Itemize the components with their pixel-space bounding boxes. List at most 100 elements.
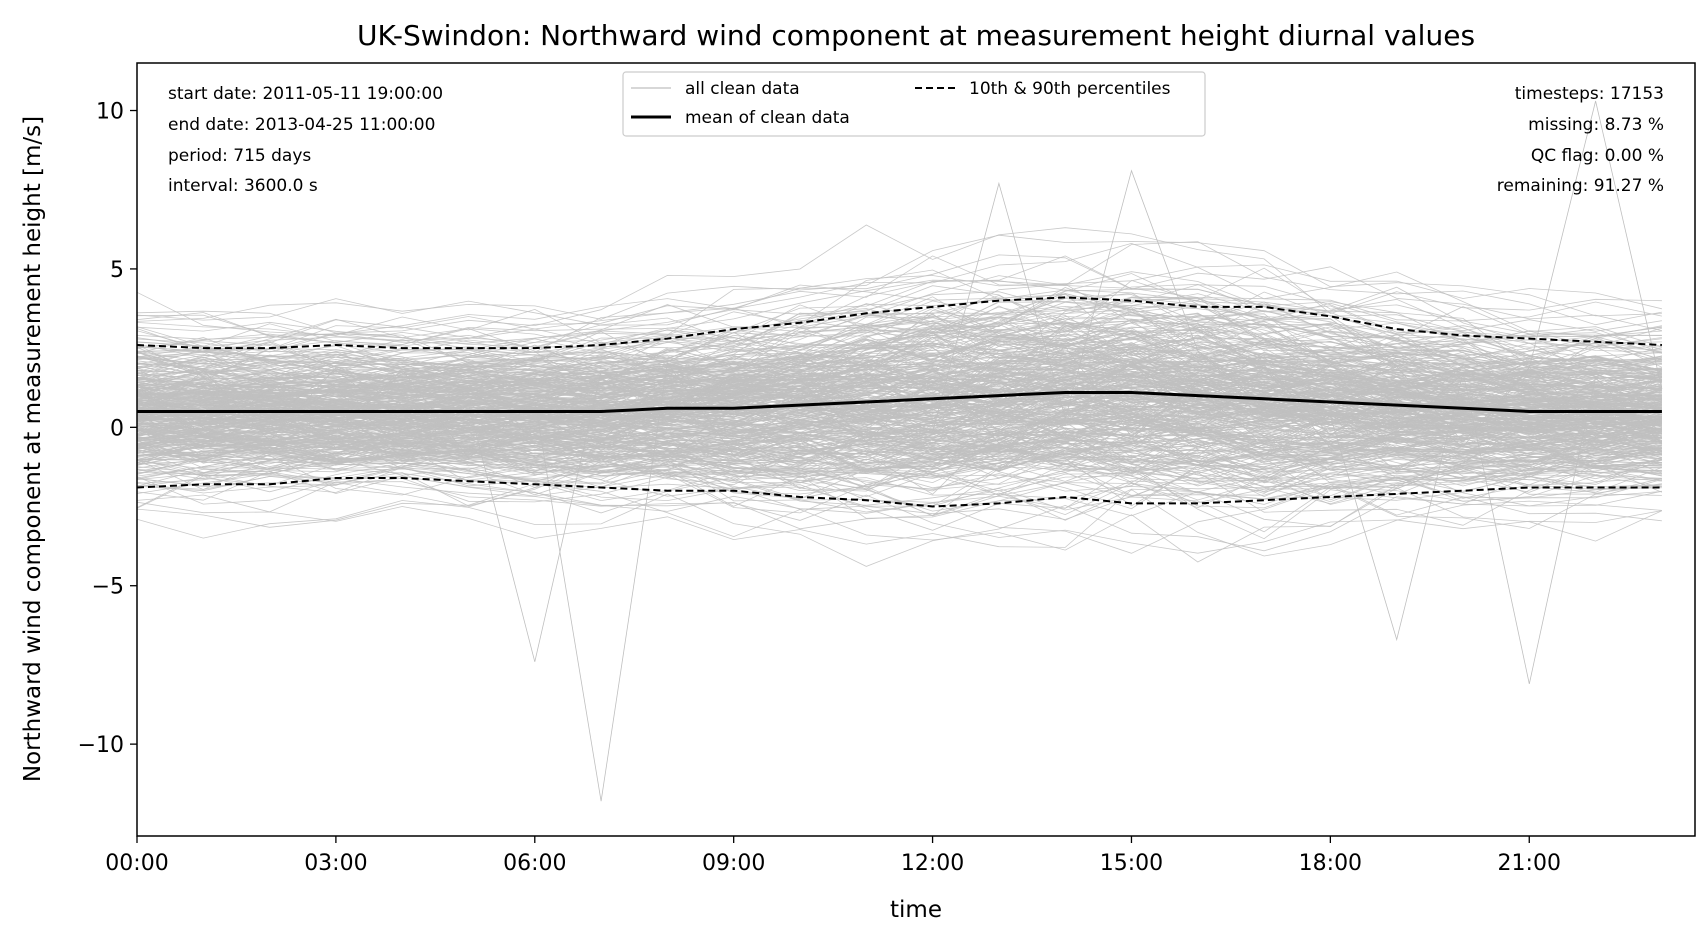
clean-data-line	[136, 395, 1663, 438]
clean-data-line	[136, 368, 1662, 420]
clean-data-spike-line	[136, 169, 1662, 448]
y-tick-label: 10	[96, 100, 124, 125]
clean-data-line	[136, 320, 1662, 382]
info-remaining: remaining: 91.27 %	[1497, 176, 1664, 196]
clean-data-line	[136, 349, 1662, 413]
info-right-box: timesteps: 17153 missing: 8.73 % QC flag…	[1497, 84, 1664, 196]
clean-data-line	[136, 283, 1662, 387]
clean-data-line	[136, 334, 1662, 414]
info-left-box: start date: 2011-05-11 19:00:00 end date…	[168, 84, 443, 196]
clean-data-line	[136, 489, 1662, 557]
clean-data-line	[136, 408, 1662, 474]
legend-box	[622, 71, 1206, 137]
clean-data-line	[136, 325, 1662, 396]
clean-data-line	[136, 439, 1662, 479]
clean-data-line	[136, 428, 1663, 486]
legend-label-percentiles: 10th & 90th percentiles	[969, 79, 1171, 99]
clean-data-line	[136, 271, 1662, 353]
series-lines	[136, 296, 1662, 508]
clean-data-line	[136, 328, 1662, 383]
clean-data-line	[136, 461, 1662, 514]
clean-data-line	[136, 241, 1662, 347]
clean-data-line	[136, 455, 1662, 510]
clean-data-line	[136, 446, 1662, 504]
x-tick-label: 12:00	[901, 851, 964, 876]
x-tick-label: 18:00	[1299, 851, 1362, 876]
x-tick-label: 03:00	[304, 851, 367, 876]
clean-data-line	[136, 360, 1662, 425]
clean-data-line	[136, 426, 1662, 490]
clean-data-line	[136, 490, 1662, 567]
clean-data-line	[136, 481, 1662, 554]
clean-data-line	[136, 298, 1663, 348]
clean-data-line	[136, 394, 1662, 453]
y-tick-label: 0	[110, 416, 124, 441]
clean-data-line	[136, 364, 1663, 424]
info-period: period: 715 days	[168, 146, 311, 166]
clean-data-line	[136, 242, 1662, 336]
clean-data-line	[136, 375, 1662, 425]
info-end-date: end date: 2013-04-25 11:00:00	[168, 115, 435, 135]
clean-data-line	[136, 267, 1662, 362]
clean-data-line	[136, 416, 1662, 500]
clean-data-line	[136, 423, 1662, 472]
clean-data-line	[136, 372, 1662, 435]
clean-data-line	[137, 372, 1662, 438]
info-missing: missing: 8.73 %	[1528, 115, 1664, 135]
clean-data-line	[136, 435, 1662, 500]
x-tick-label: 06:00	[503, 851, 566, 876]
clean-data-line	[136, 234, 1662, 322]
clean-data-line	[136, 330, 1663, 415]
clean-data-line	[136, 399, 1663, 464]
y-axis-label: Northward wind component at measurement …	[20, 116, 46, 782]
info-qc-flag: QC flag: 0.00 %	[1531, 146, 1664, 166]
clean-data-line	[136, 355, 1662, 426]
x-tick-label: 09:00	[702, 851, 765, 876]
clean-data-spike-line	[136, 351, 1663, 684]
x-axis-label: time	[890, 897, 942, 923]
clean-data-line	[136, 376, 1662, 425]
clean-data-line	[136, 436, 1662, 490]
y-tick-label: 5	[110, 258, 124, 283]
clean-data-line	[136, 322, 1662, 393]
x-axis-ticks: 00:00 03:00 06:00 09:00 12:00 15:00 18:00 21:00	[105, 836, 1561, 876]
x-tick-label: 15:00	[1100, 851, 1163, 876]
clean-data-spike-line	[136, 355, 1663, 642]
clean-data-line	[136, 391, 1662, 462]
clean-data-line	[136, 318, 1663, 403]
clean-data-line	[136, 358, 1662, 404]
clean-data-line	[136, 398, 1663, 455]
chart-title: UK-Swindon: Northward wind component at …	[357, 19, 1475, 52]
clean-data-line	[136, 483, 1663, 563]
info-start-date: start date: 2011-05-11 19:00:00	[168, 84, 443, 104]
x-tick-label: 21:00	[1498, 851, 1561, 876]
clean-data-line	[136, 420, 1662, 512]
clean-data-spike-line	[136, 181, 1663, 452]
y-tick-label: −10	[78, 733, 124, 758]
clean-data-line	[136, 440, 1662, 490]
legend-label-mean: mean of clean data	[685, 108, 850, 128]
clean-data-line	[136, 373, 1662, 455]
clean-data-spike-line	[136, 361, 1663, 662]
clean-data-line	[136, 318, 1662, 369]
clean-data-line	[136, 464, 1662, 526]
clean-data-line	[136, 420, 1662, 494]
plot-area	[136, 62, 1696, 837]
clean-data-line	[136, 427, 1662, 484]
x-tick-label: 00:00	[105, 851, 168, 876]
clean-data-line	[136, 302, 1662, 349]
clean-data-spike-line	[136, 361, 1662, 802]
plot-frame	[136, 62, 1696, 837]
clean-data-line	[136, 301, 1662, 382]
clean-data-line	[136, 364, 1662, 433]
clean-data-line	[136, 380, 1663, 427]
legend-label-all-clean: all clean data	[685, 79, 800, 99]
clean-data-line	[136, 264, 1662, 326]
clean-data-line	[136, 404, 1662, 445]
clean-data-line	[136, 462, 1662, 522]
clean-data-line	[136, 395, 1663, 471]
percentile-line	[136, 296, 1662, 350]
clean-data-line	[136, 254, 1662, 344]
legend: all clean data 10th & 90th percentiles m…	[622, 71, 1206, 137]
